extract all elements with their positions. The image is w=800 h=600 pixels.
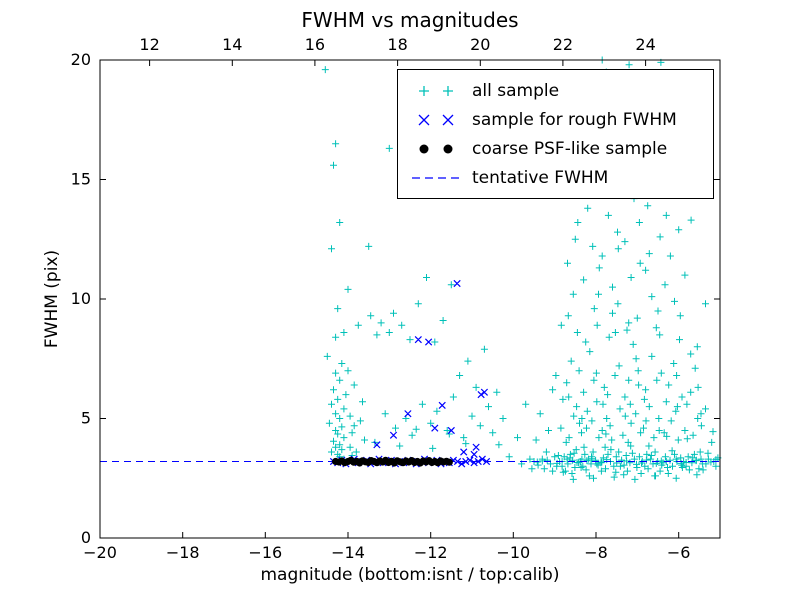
psf-sample-point bbox=[445, 458, 453, 466]
legend-label-psf-sample: coarse PSF-like sample bbox=[472, 138, 668, 159]
y-tick-label: 10 bbox=[71, 289, 91, 308]
legend-label-all-sample: all sample bbox=[472, 80, 560, 101]
plus-marker-icon bbox=[419, 85, 453, 96]
x-tick-label: −14 bbox=[331, 543, 365, 562]
legend-item-tentative-fwhm: tentative FWHM bbox=[398, 163, 713, 192]
legend-label-rough-fwhm: sample for rough FWHM bbox=[472, 109, 677, 130]
top-tick-label: 16 bbox=[305, 35, 325, 54]
y-tick-label: 5 bbox=[81, 409, 91, 428]
top-tick-label: 22 bbox=[553, 35, 573, 54]
x-tick-label: −18 bbox=[166, 543, 200, 562]
legend-item-all-sample: all sample bbox=[398, 76, 713, 105]
legend: all sample sample for rough FWHM coarse … bbox=[397, 69, 714, 199]
top-tick-label: 18 bbox=[387, 35, 407, 54]
x-tick-label: −20 bbox=[83, 543, 117, 562]
top-tick-label: 14 bbox=[222, 35, 242, 54]
dashed-line-icon bbox=[412, 176, 460, 179]
x-marker-icon bbox=[418, 114, 454, 125]
y-tick-label: 0 bbox=[81, 528, 91, 547]
dot-marker-icon bbox=[419, 144, 453, 153]
legend-item-psf-sample: coarse PSF-like sample bbox=[398, 134, 713, 163]
x-tick-label: −16 bbox=[248, 543, 282, 562]
y-axis-label: FWHM (pix) bbox=[42, 249, 62, 349]
x-tick-label: −8 bbox=[584, 543, 608, 562]
x-tick-label: −12 bbox=[414, 543, 448, 562]
chart-title: FWHM vs magnitudes bbox=[301, 8, 519, 32]
x-tick-label: −6 bbox=[667, 543, 691, 562]
top-tick-label: 24 bbox=[635, 35, 655, 54]
top-tick-label: 12 bbox=[139, 35, 159, 54]
x-axis-label: magnitude (bottom:isnt / top:calib) bbox=[260, 565, 560, 585]
x-tick-label: −10 bbox=[496, 543, 530, 562]
y-tick-label: 15 bbox=[71, 170, 91, 189]
top-tick-label: 20 bbox=[470, 35, 490, 54]
legend-item-rough-fwhm: sample for rough FWHM bbox=[398, 105, 713, 134]
rough-fwhm-points bbox=[329, 279, 491, 468]
plot-frame bbox=[99, 59, 721, 539]
y-tick-label: 20 bbox=[71, 50, 91, 69]
legend-label-tentative-fwhm: tentative FWHM bbox=[472, 167, 609, 188]
